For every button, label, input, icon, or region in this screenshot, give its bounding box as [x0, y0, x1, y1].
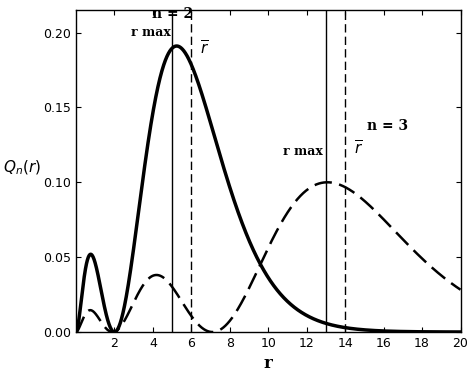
Text: $\overline{r}$: $\overline{r}$	[201, 40, 210, 58]
X-axis label: r: r	[264, 355, 273, 372]
Text: r max: r max	[283, 145, 323, 158]
Text: n = 2: n = 2	[152, 6, 193, 20]
Text: n = 3: n = 3	[367, 119, 408, 133]
Text: r max: r max	[131, 26, 171, 39]
Y-axis label: $Q_n(r)$: $Q_n(r)$	[3, 159, 41, 178]
Text: $\overline{r}$: $\overline{r}$	[354, 140, 363, 158]
